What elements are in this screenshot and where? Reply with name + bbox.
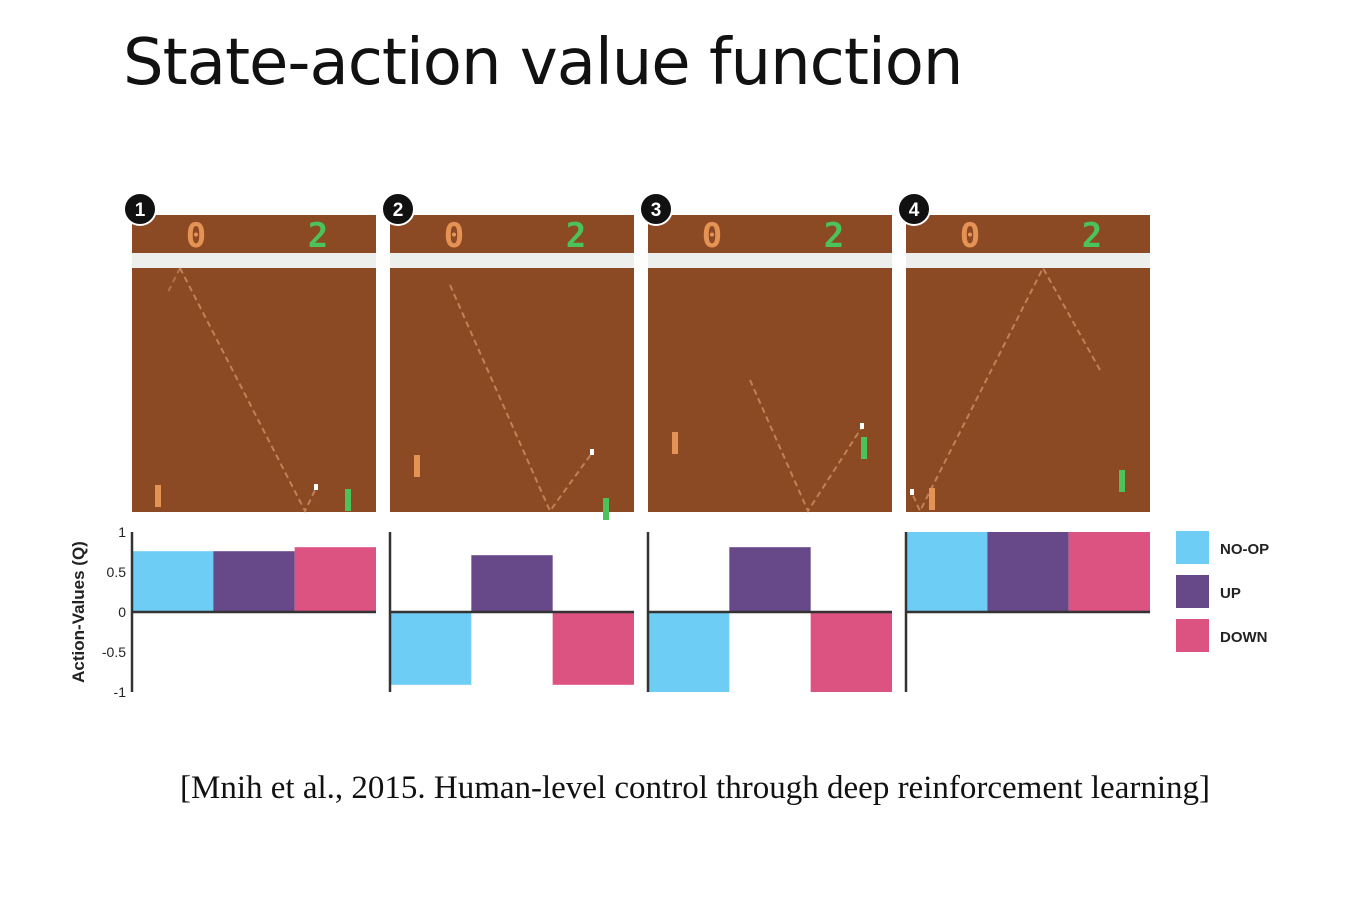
q-panel-1 xyxy=(130,532,376,692)
q-panel-3 xyxy=(646,532,892,692)
score-right: 2 xyxy=(566,216,586,256)
ball-trajectory xyxy=(749,379,863,514)
frame-number: 3 xyxy=(651,200,662,221)
right-paddle xyxy=(861,437,867,459)
score-left: 0 xyxy=(702,216,722,256)
legend-swatch-no-op xyxy=(1176,531,1209,564)
court xyxy=(648,268,892,512)
q-panel-4 xyxy=(904,532,1150,692)
citation: [Mnih et al., 2015. Human-level control … xyxy=(180,770,1210,806)
top-wall xyxy=(906,253,1150,268)
game-frame-4: 0 2 4 xyxy=(897,192,1150,514)
legend-swatch-down xyxy=(1176,619,1209,652)
game-frame-2: 0 2 2 xyxy=(381,192,634,520)
frame-number-badge xyxy=(381,192,415,226)
ball-trajectory xyxy=(911,265,1101,514)
ball-trajectory xyxy=(179,267,317,514)
ball xyxy=(314,484,318,490)
ball-trajectory xyxy=(449,284,593,513)
top-wall xyxy=(648,253,892,268)
bar-up xyxy=(729,547,811,612)
score-bar xyxy=(906,215,1150,253)
ball xyxy=(910,489,914,495)
frame-number-badge xyxy=(123,192,157,226)
legend-swatch-up xyxy=(1176,575,1209,608)
left-paddle xyxy=(672,432,678,454)
bar-down xyxy=(294,547,376,612)
score-bar xyxy=(648,215,892,253)
game-frames: 0 2 1 0 2 2 0 2 3 0 2 4 xyxy=(123,192,1150,520)
ball xyxy=(860,423,864,429)
frame-number: 2 xyxy=(393,200,404,221)
ball xyxy=(590,449,594,455)
right-paddle xyxy=(345,489,351,511)
right-paddle xyxy=(1119,470,1125,492)
bar-up xyxy=(213,551,295,612)
left-paddle xyxy=(155,485,161,507)
legend-label-up: UP xyxy=(1220,585,1241,602)
bar-down xyxy=(810,612,892,692)
legend-label-down: DOWN xyxy=(1220,629,1268,646)
game-frame-3: 0 2 3 xyxy=(639,192,892,514)
bar-up xyxy=(471,555,553,612)
score-right: 2 xyxy=(1082,216,1102,256)
right-paddle xyxy=(603,498,609,520)
score-left: 0 xyxy=(960,216,980,256)
court xyxy=(906,268,1150,512)
bar-no-op xyxy=(132,551,214,612)
top-wall xyxy=(132,253,376,268)
bar-down xyxy=(552,612,634,685)
frame-number: 4 xyxy=(909,200,920,221)
bar-down xyxy=(1068,532,1150,612)
y-axis-label: Action-Values (Q) xyxy=(69,541,88,683)
game-frame-1: 0 2 1 xyxy=(123,192,376,514)
score-bar xyxy=(390,215,634,253)
left-paddle xyxy=(414,455,420,477)
frame-number-badge xyxy=(639,192,673,226)
y-tick-label: 1 xyxy=(118,524,126,540)
score-left: 0 xyxy=(444,216,464,256)
y-tick-label: 0.5 xyxy=(107,564,127,580)
q-panel-2 xyxy=(388,532,634,692)
left-paddle xyxy=(929,488,935,510)
court xyxy=(132,268,376,512)
bar-no-op xyxy=(648,612,730,692)
ball-trajectory xyxy=(167,267,181,293)
score-left: 0 xyxy=(186,216,206,256)
top-wall xyxy=(390,253,634,268)
score-bar xyxy=(132,215,376,253)
slide-title: State-action value function xyxy=(123,26,963,100)
score-right: 2 xyxy=(824,216,844,256)
y-tick-label: -0.5 xyxy=(102,644,126,660)
y-tick-label: 0 xyxy=(118,604,126,620)
frame-number: 1 xyxy=(135,200,146,221)
legend-label-no-op: NO-OP xyxy=(1220,541,1269,558)
bar-no-op xyxy=(390,612,472,685)
bar-no-op xyxy=(906,532,988,612)
court xyxy=(390,268,634,512)
score-right: 2 xyxy=(308,216,328,256)
bar-up xyxy=(987,532,1069,612)
frame-number-badge xyxy=(897,192,931,226)
q-value-chart: 1 0.5 0 -0.5 -1 Action-Values (Q) NO-OP UP DOWN xyxy=(69,524,1269,700)
y-tick-label: -1 xyxy=(114,684,127,700)
